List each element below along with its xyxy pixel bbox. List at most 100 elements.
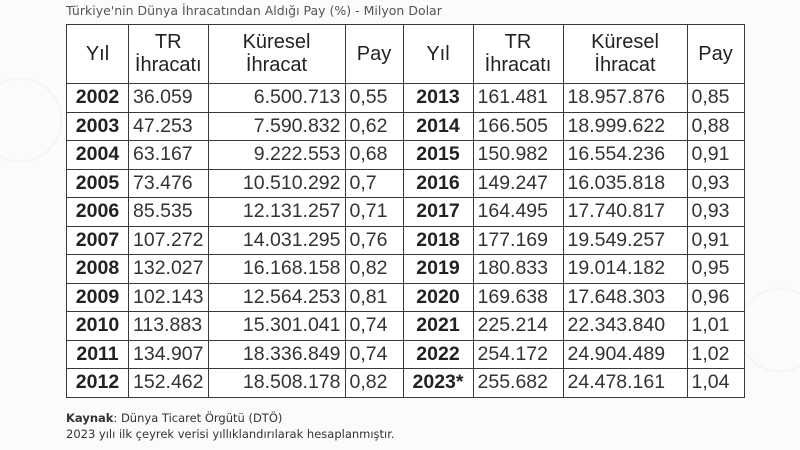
table-row: 2003 47.253 7.590.832 0,62 2014 166.505 18.999…: [66, 111, 745, 141]
footnote: 2023 yılı ilk çeyrek verisi yıllıklandır…: [66, 427, 395, 441]
global-exports-cell: 16.035.818: [562, 168, 688, 198]
tr-exports-cell: 169.638: [472, 282, 564, 312]
share-cell: 0,91: [686, 140, 745, 170]
global-exports-cell: 24.904.489: [562, 339, 688, 369]
table-row: 2011 134.907 18.336.849 0,74 2022 254.172 24.9…: [66, 339, 745, 369]
global-exports-cell: 17.740.817: [562, 197, 688, 227]
year-cell: 2008: [66, 254, 129, 284]
header-text: Küresel: [242, 31, 311, 53]
share-cell: 0,82: [344, 254, 404, 284]
header-text: TR: [154, 31, 182, 53]
year-cell: 2018: [402, 225, 474, 255]
table-row: 2007 107.272 14.031.295 0,76 2018 177.169 19.5…: [66, 225, 745, 255]
header-text: İhracatı: [484, 54, 552, 76]
global-exports-cell: 18.957.876: [562, 83, 688, 113]
tr-exports-cell: 180.833: [472, 254, 564, 284]
global-exports-cell: 19.549.257: [562, 225, 688, 255]
share-cell: 0,62: [344, 111, 404, 141]
table-row: 2004 63.167 9.222.553 0,68 2015 150.982 16.554…: [66, 140, 745, 170]
year-cell: 2014: [402, 111, 474, 141]
global-exports-cell: 12.131.257: [207, 197, 346, 227]
year-cell: 2022: [402, 339, 474, 369]
year-cell: 2002: [66, 83, 129, 113]
header-text: İhracat: [245, 54, 308, 76]
table-row: 2009 102.143 12.564.253 0,81 2020 169.638 17.6…: [66, 282, 745, 312]
year-cell: 2017: [402, 197, 474, 227]
tr-exports-cell: 113.883: [128, 311, 209, 341]
year-cell: 2016: [402, 168, 474, 198]
global-exports-cell: 16.554.236: [562, 140, 688, 170]
share-cell: 0,81: [344, 282, 404, 312]
year-cell: 2003: [66, 111, 129, 141]
year-cell: 2010: [66, 311, 129, 341]
share-cell: 0,85: [686, 83, 745, 113]
tr-exports-cell: 102.143: [128, 282, 209, 312]
header-global-exports: Küresel İhracat: [207, 24, 346, 84]
tr-exports-cell: 47.253: [128, 111, 209, 141]
share-cell: 0,96: [686, 282, 745, 312]
global-exports-cell: 10.510.292: [207, 168, 346, 198]
year-cell: 2004: [66, 140, 129, 170]
share-cell: 0,88: [686, 111, 745, 141]
global-exports-cell: 6.500.713: [207, 83, 346, 113]
tr-exports-cell: 73.476: [128, 168, 209, 198]
share-cell: 1,04: [686, 368, 745, 398]
header-year: Yıl: [66, 24, 129, 84]
year-cell: 2019: [402, 254, 474, 284]
header-tr-exports: TR İhracatı: [472, 24, 564, 84]
global-exports-cell: 9.222.553: [207, 140, 346, 170]
tr-exports-cell: 164.495: [472, 197, 564, 227]
header-text: İhracatı: [134, 54, 202, 76]
year-cell: 2005: [66, 168, 129, 198]
header-share: Pay: [686, 24, 745, 84]
header-text: TR: [504, 31, 532, 53]
table-row: 2010 113.883 15.301.041 0,74 2021 225.214 22.3…: [66, 311, 745, 341]
share-cell: 0,7: [344, 168, 404, 198]
year-cell: 2012: [66, 368, 129, 398]
header-global-exports: Küresel İhracat: [562, 24, 688, 84]
tr-exports-cell: 166.505: [472, 111, 564, 141]
global-exports-cell: 18.336.849: [207, 339, 346, 369]
share-cell: 0,74: [344, 339, 404, 369]
table-row: 2012 152.462 18.508.178 0,82 2023* 255.682 24.…: [66, 368, 745, 398]
tr-exports-cell: 36.059: [128, 83, 209, 113]
share-cell: 0,68: [344, 140, 404, 170]
year-cell: 2011: [66, 339, 129, 369]
header-text: İhracat: [594, 54, 656, 76]
share-cell: 0,71: [344, 197, 404, 227]
share-cell: 1,01: [686, 311, 745, 341]
table-title: Türkiye'nin Dünya İhracatından Aldığı Pa…: [66, 3, 442, 18]
tr-exports-cell: 254.172: [472, 339, 564, 369]
tr-exports-cell: 161.481: [472, 83, 564, 113]
year-cell: 2020: [402, 282, 474, 312]
global-exports-cell: 18.999.622: [562, 111, 688, 141]
source-label: Kaynak: [66, 411, 114, 425]
year-cell: 2023*: [402, 368, 474, 398]
tr-exports-cell: 225.214: [472, 311, 564, 341]
source-note: Kaynak: Dünya Ticaret Örgütü (DTÖ) 2023 …: [66, 410, 395, 442]
table-row: 2008 132.027 16.168.158 0,82 2019 180.833 19.0…: [66, 254, 745, 284]
year-cell: 2007: [66, 225, 129, 255]
global-exports-cell: 22.343.840: [562, 311, 688, 341]
year-cell: 2013: [402, 83, 474, 113]
tr-exports-cell: 63.167: [128, 140, 209, 170]
export-share-table: Yıl TR İhracatı Küresel İhracat Pay Yıl TR…: [66, 24, 745, 398]
global-exports-cell: 18.508.178: [207, 368, 346, 398]
year-cell: 2009: [66, 282, 129, 312]
global-exports-cell: 12.564.253: [207, 282, 346, 312]
year-cell: 2015: [402, 140, 474, 170]
tr-exports-cell: 150.982: [472, 140, 564, 170]
table-row: 2006 85.535 12.131.257 0,71 2017 164.495 17.74…: [66, 197, 745, 227]
tr-exports-cell: 177.169: [472, 225, 564, 255]
header-text: Küresel: [591, 31, 659, 53]
year-cell: 2021: [402, 311, 474, 341]
share-cell: 0,93: [686, 197, 745, 227]
header-share: Pay: [344, 24, 404, 84]
global-exports-cell: 19.014.182: [562, 254, 688, 284]
header-row: Yıl TR İhracatı Küresel İhracat Pay Yıl TR…: [66, 24, 745, 84]
source-text: : Dünya Ticaret Örgütü (DTÖ): [113, 411, 283, 425]
header-year: Yıl: [402, 24, 474, 84]
year-cell: 2006: [66, 197, 129, 227]
table-row: 2002 36.059 6.500.713 0,55 2013 161.481 18.957…: [66, 83, 745, 113]
global-exports-cell: 17.648.303: [562, 282, 688, 312]
